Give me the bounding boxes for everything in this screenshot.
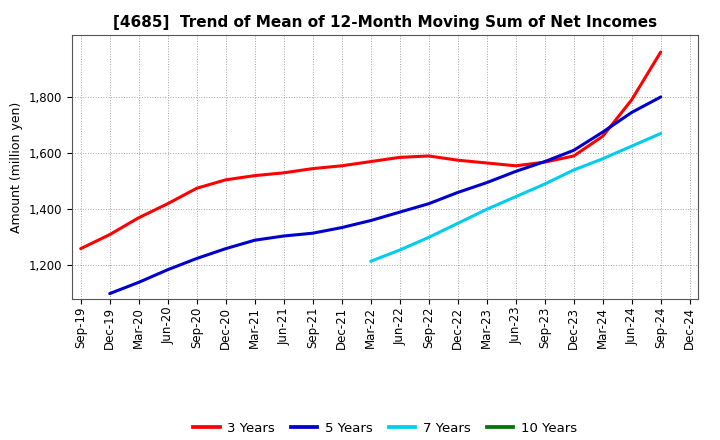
Line: 7 Years: 7 Years: [371, 133, 661, 261]
3 Years: [192, 186, 201, 191]
3 Years: [395, 155, 404, 160]
5 Years: [395, 209, 404, 215]
7 Years: [598, 156, 607, 161]
5 Years: [163, 267, 172, 272]
Legend: 3 Years, 5 Years, 7 Years, 10 Years: 3 Years, 5 Years, 7 Years, 10 Years: [188, 417, 582, 440]
3 Years: [308, 166, 317, 171]
7 Years: [541, 181, 549, 187]
3 Years: [511, 163, 520, 169]
3 Years: [454, 158, 462, 163]
3 Years: [163, 201, 172, 206]
5 Years: [338, 225, 346, 230]
3 Years: [366, 159, 375, 164]
7 Years: [511, 194, 520, 199]
5 Years: [192, 256, 201, 261]
3 Years: [338, 163, 346, 169]
5 Years: [135, 280, 143, 285]
Line: 3 Years: 3 Years: [81, 52, 661, 249]
3 Years: [570, 153, 578, 158]
5 Years: [454, 190, 462, 195]
5 Years: [570, 148, 578, 153]
5 Years: [482, 180, 491, 185]
3 Years: [482, 160, 491, 165]
3 Years: [541, 160, 549, 165]
Title: [4685]  Trend of Mean of 12-Month Moving Sum of Net Incomes: [4685] Trend of Mean of 12-Month Moving …: [113, 15, 657, 30]
3 Years: [657, 49, 665, 55]
7 Years: [454, 221, 462, 226]
Line: 5 Years: 5 Years: [109, 97, 661, 293]
7 Years: [424, 235, 433, 240]
5 Years: [541, 159, 549, 164]
5 Years: [308, 231, 317, 236]
3 Years: [221, 177, 230, 183]
3 Years: [251, 173, 259, 178]
3 Years: [424, 153, 433, 158]
3 Years: [279, 170, 288, 176]
5 Years: [279, 233, 288, 238]
Y-axis label: Amount (million yen): Amount (million yen): [10, 102, 23, 233]
3 Years: [105, 232, 114, 237]
3 Years: [627, 97, 636, 103]
5 Years: [598, 129, 607, 135]
5 Years: [424, 201, 433, 206]
3 Years: [76, 246, 85, 251]
5 Years: [366, 218, 375, 223]
7 Years: [570, 167, 578, 172]
7 Years: [627, 143, 636, 149]
5 Years: [251, 238, 259, 243]
5 Years: [105, 291, 114, 296]
5 Years: [511, 169, 520, 174]
5 Years: [627, 110, 636, 115]
3 Years: [598, 134, 607, 139]
7 Years: [395, 247, 404, 253]
7 Years: [657, 131, 665, 136]
7 Years: [366, 259, 375, 264]
7 Years: [482, 207, 491, 212]
5 Years: [221, 246, 230, 251]
3 Years: [135, 215, 143, 220]
5 Years: [657, 94, 665, 99]
